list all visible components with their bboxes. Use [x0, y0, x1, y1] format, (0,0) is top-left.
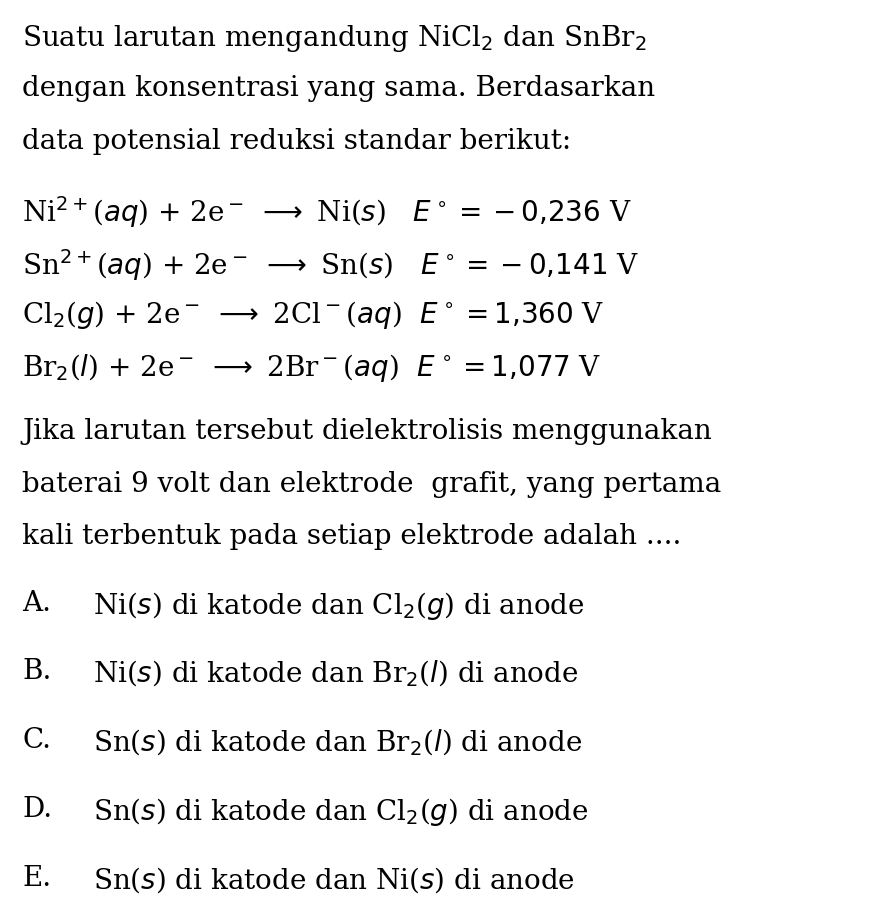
- Text: Sn$^{2+}$($aq$) + 2e$^-$ $\longrightarrow$ Sn($s$)   $E^\circ = -0{,}141$ V: Sn$^{2+}$($aq$) + 2e$^-$ $\longrightarro…: [22, 247, 639, 283]
- Text: Jika larutan tersebut dielektrolisis menggunakan: Jika larutan tersebut dielektrolisis men…: [22, 418, 712, 445]
- Text: Cl$_2$($g$) + 2e$^-$ $\longrightarrow$ 2Cl$^-$($aq$)  $E^\circ = 1{,}360$ V: Cl$_2$($g$) + 2e$^-$ $\longrightarrow$ 2…: [22, 299, 604, 331]
- Text: Ni($s$) di katode dan Br$_2$($l$) di anode: Ni($s$) di katode dan Br$_2$($l$) di ano…: [93, 658, 578, 689]
- Text: Sn($s$) di katode dan Br$_2$($l$) di anode: Sn($s$) di katode dan Br$_2$($l$) di ano…: [93, 727, 581, 758]
- Text: E.: E.: [22, 865, 51, 892]
- Text: Suatu larutan mengandung NiCl$_2$ dan SnBr$_2$: Suatu larutan mengandung NiCl$_2$ dan Sn…: [22, 23, 647, 54]
- Text: B.: B.: [22, 658, 51, 686]
- Text: Sn($s$) di katode dan Ni($s$) di anode: Sn($s$) di katode dan Ni($s$) di anode: [93, 865, 574, 895]
- Text: kali terbentuk pada setiap elektrode adalah ....: kali terbentuk pada setiap elektrode ada…: [22, 523, 681, 551]
- Text: Ni($s$) di katode dan Cl$_2$($g$) di anode: Ni($s$) di katode dan Cl$_2$($g$) di ano…: [93, 590, 584, 621]
- Text: Ni$^{2+}$($aq$) + 2e$^-$ $\longrightarrow$ Ni($s$)   $E^\circ = -0{,}236$ V: Ni$^{2+}$($aq$) + 2e$^-$ $\longrightarro…: [22, 194, 632, 230]
- Text: D.: D.: [22, 796, 52, 824]
- Text: A.: A.: [22, 590, 51, 617]
- Text: dengan konsentrasi yang sama. Berdasarkan: dengan konsentrasi yang sama. Berdasarka…: [22, 75, 655, 102]
- Text: Sn($s$) di katode dan Cl$_2$($g$) di anode: Sn($s$) di katode dan Cl$_2$($g$) di ano…: [93, 796, 588, 828]
- Text: Br$_2$($l$) + 2e$^-$ $\longrightarrow$ 2Br$^-$($aq$)  $E^\circ = 1{,}077$ V: Br$_2$($l$) + 2e$^-$ $\longrightarrow$ 2…: [22, 352, 601, 384]
- Text: baterai 9 volt dan elektrode  grafit, yang pertama: baterai 9 volt dan elektrode grafit, yan…: [22, 471, 722, 498]
- Text: C.: C.: [22, 727, 51, 755]
- Text: data potensial reduksi standar berikut:: data potensial reduksi standar berikut:: [22, 128, 571, 155]
